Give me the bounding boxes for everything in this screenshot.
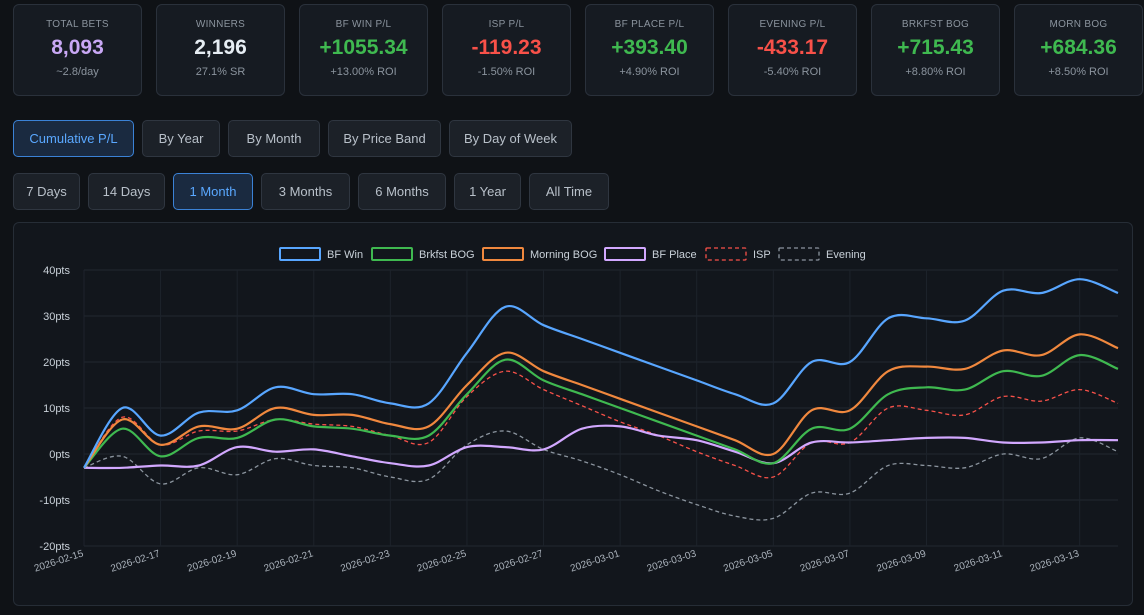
stat-subtext: +8.50% ROI <box>1048 66 1109 78</box>
x-tick-label: 2026-02-21 <box>263 548 315 574</box>
stat-value: -119.23 <box>471 36 542 59</box>
legend-label: BF Place <box>652 249 697 261</box>
legend-label: Brkfst BOG <box>419 249 475 261</box>
stats-bar: TOTAL BETS 8,093 ~2.8/day WINNERS 2,196 27.1%… <box>13 4 1143 96</box>
stat-card-brkfst-bog: BRKFST BOG +715.43 +8.80% ROI <box>871 4 1000 96</box>
stat-value: -433.17 <box>756 36 829 59</box>
stat-subtext: -5.40% ROI <box>763 66 822 78</box>
stat-value: +715.43 <box>897 36 974 59</box>
y-tick-label: 20pts <box>43 357 70 369</box>
stat-value: +393.40 <box>611 36 688 59</box>
stat-label: BF PLACE P/L <box>614 19 685 30</box>
stat-label: ISP P/L <box>488 19 525 30</box>
legend-swatch <box>279 247 321 261</box>
legend-label: BF Win <box>327 249 363 261</box>
range-3-months[interactable]: 3 Months <box>261 173 350 210</box>
x-tick-label: 2026-03-03 <box>646 548 698 574</box>
stat-subtext: 27.1% SR <box>195 66 246 78</box>
stat-label: BRKFST BOG <box>901 19 970 30</box>
view-tabs: Cumulative P/L By Year By Month By Price Ba… <box>13 120 572 157</box>
stat-label: TOTAL BETS <box>46 19 109 30</box>
legend-swatch <box>778 247 820 261</box>
stat-label: WINNERS <box>195 19 246 30</box>
stat-value: +684.36 <box>1040 36 1117 59</box>
x-tick-label: 2026-02-27 <box>492 548 544 574</box>
stat-subtext: +8.80% ROI <box>905 66 966 78</box>
stat-card-isp-p-l: ISP P/L -119.23 -1.50% ROI <box>442 4 571 96</box>
x-tick-label: 2026-02-25 <box>416 548 468 574</box>
series-line-evening <box>83 430 1119 521</box>
legend-label: ISP <box>753 249 771 261</box>
range-all-time[interactable]: All Time <box>529 173 609 210</box>
y-tick-label: 30pts <box>43 311 70 323</box>
stat-label: BF WIN P/L <box>335 19 392 30</box>
series-line-brkfst-bog <box>83 353 1119 469</box>
tab-by-year[interactable]: By Year <box>142 120 220 157</box>
range-14-days[interactable]: 14 Days <box>88 173 165 210</box>
legend-swatch <box>705 247 747 261</box>
range-tabs: 7 Days 14 Days 1 Month 3 Months 6 Months 1 Ye… <box>13 173 609 210</box>
y-tick-label: -20pts <box>39 541 70 553</box>
y-tick-label: 10pts <box>43 403 70 415</box>
tab-by-price-band[interactable]: By Price Band <box>328 120 441 157</box>
x-tick-label: 2026-03-11 <box>953 548 1005 574</box>
stat-card-bf-win-p-l: BF WIN P/L +1055.34 +13.00% ROI <box>299 4 428 96</box>
stat-card-evening-p-l: EVENING P/L -433.17 -5.40% ROI <box>728 4 857 96</box>
legend-label: Evening <box>826 249 866 261</box>
range-6-months[interactable]: 6 Months <box>358 173 446 210</box>
stat-subtext: +4.90% ROI <box>619 66 680 78</box>
series-line-bf-place <box>83 424 1119 470</box>
y-tick-label: -10pts <box>39 495 70 507</box>
stat-card-winners: WINNERS 2,196 27.1% SR <box>156 4 285 96</box>
series-line-morning-bog <box>83 333 1119 469</box>
x-tick-label: 2026-03-09 <box>875 548 927 574</box>
x-tick-label: 2026-03-05 <box>722 548 774 574</box>
y-tick-label: 40pts <box>43 265 70 277</box>
tab-cumulative-p-l[interactable]: Cumulative P/L <box>13 120 134 157</box>
stat-subtext: +13.00% ROI <box>330 66 397 78</box>
legend-swatch <box>371 247 413 261</box>
stat-value: +1055.34 <box>319 36 408 59</box>
range-7-days[interactable]: 7 Days <box>13 173 80 210</box>
x-tick-label: 2026-03-01 <box>569 548 621 574</box>
stat-value: 8,093 <box>51 36 104 59</box>
range-1-month[interactable]: 1 Month <box>173 173 253 210</box>
stat-card-bf-place-p-l: BF PLACE P/L +393.40 +4.90% ROI <box>585 4 714 96</box>
series-line-isp <box>83 370 1119 479</box>
legend-swatch <box>604 247 646 261</box>
x-tick-label: 2026-03-07 <box>799 548 851 574</box>
legend-label: Morning BOG <box>530 249 597 261</box>
chart-panel: 40pts 30pts 20pts 10pts 0pts -10pts -20pts 2026… <box>13 222 1133 606</box>
series-line-bf-win <box>83 278 1119 469</box>
stat-subtext: ~2.8/day <box>56 66 99 78</box>
stat-card-morn-bog: MORN BOG +684.36 +8.50% ROI <box>1014 4 1143 96</box>
legend-swatch <box>482 247 524 261</box>
x-tick-label: 2026-02-19 <box>186 548 238 574</box>
x-tick-label: 2026-02-17 <box>109 548 161 574</box>
stat-subtext: -1.50% ROI <box>477 66 536 78</box>
x-tick-label: 2026-02-23 <box>339 548 391 574</box>
y-tick-label: 0pts <box>49 449 70 461</box>
tab-by-month[interactable]: By Month <box>228 120 320 157</box>
stat-card-total-bets: TOTAL BETS 8,093 ~2.8/day <box>13 4 142 96</box>
range-1-year[interactable]: 1 Year <box>454 173 521 210</box>
x-tick-label: 2026-03-13 <box>1029 548 1081 574</box>
tab-by-day-of-week[interactable]: By Day of Week <box>449 120 572 157</box>
stat-label: EVENING P/L <box>759 19 826 30</box>
pl-line-chart: 40pts 30pts 20pts 10pts 0pts -10pts -20pts 2026… <box>33 247 1119 575</box>
stat-label: MORN BOG <box>1049 19 1108 30</box>
stat-value: 2,196 <box>194 36 247 59</box>
